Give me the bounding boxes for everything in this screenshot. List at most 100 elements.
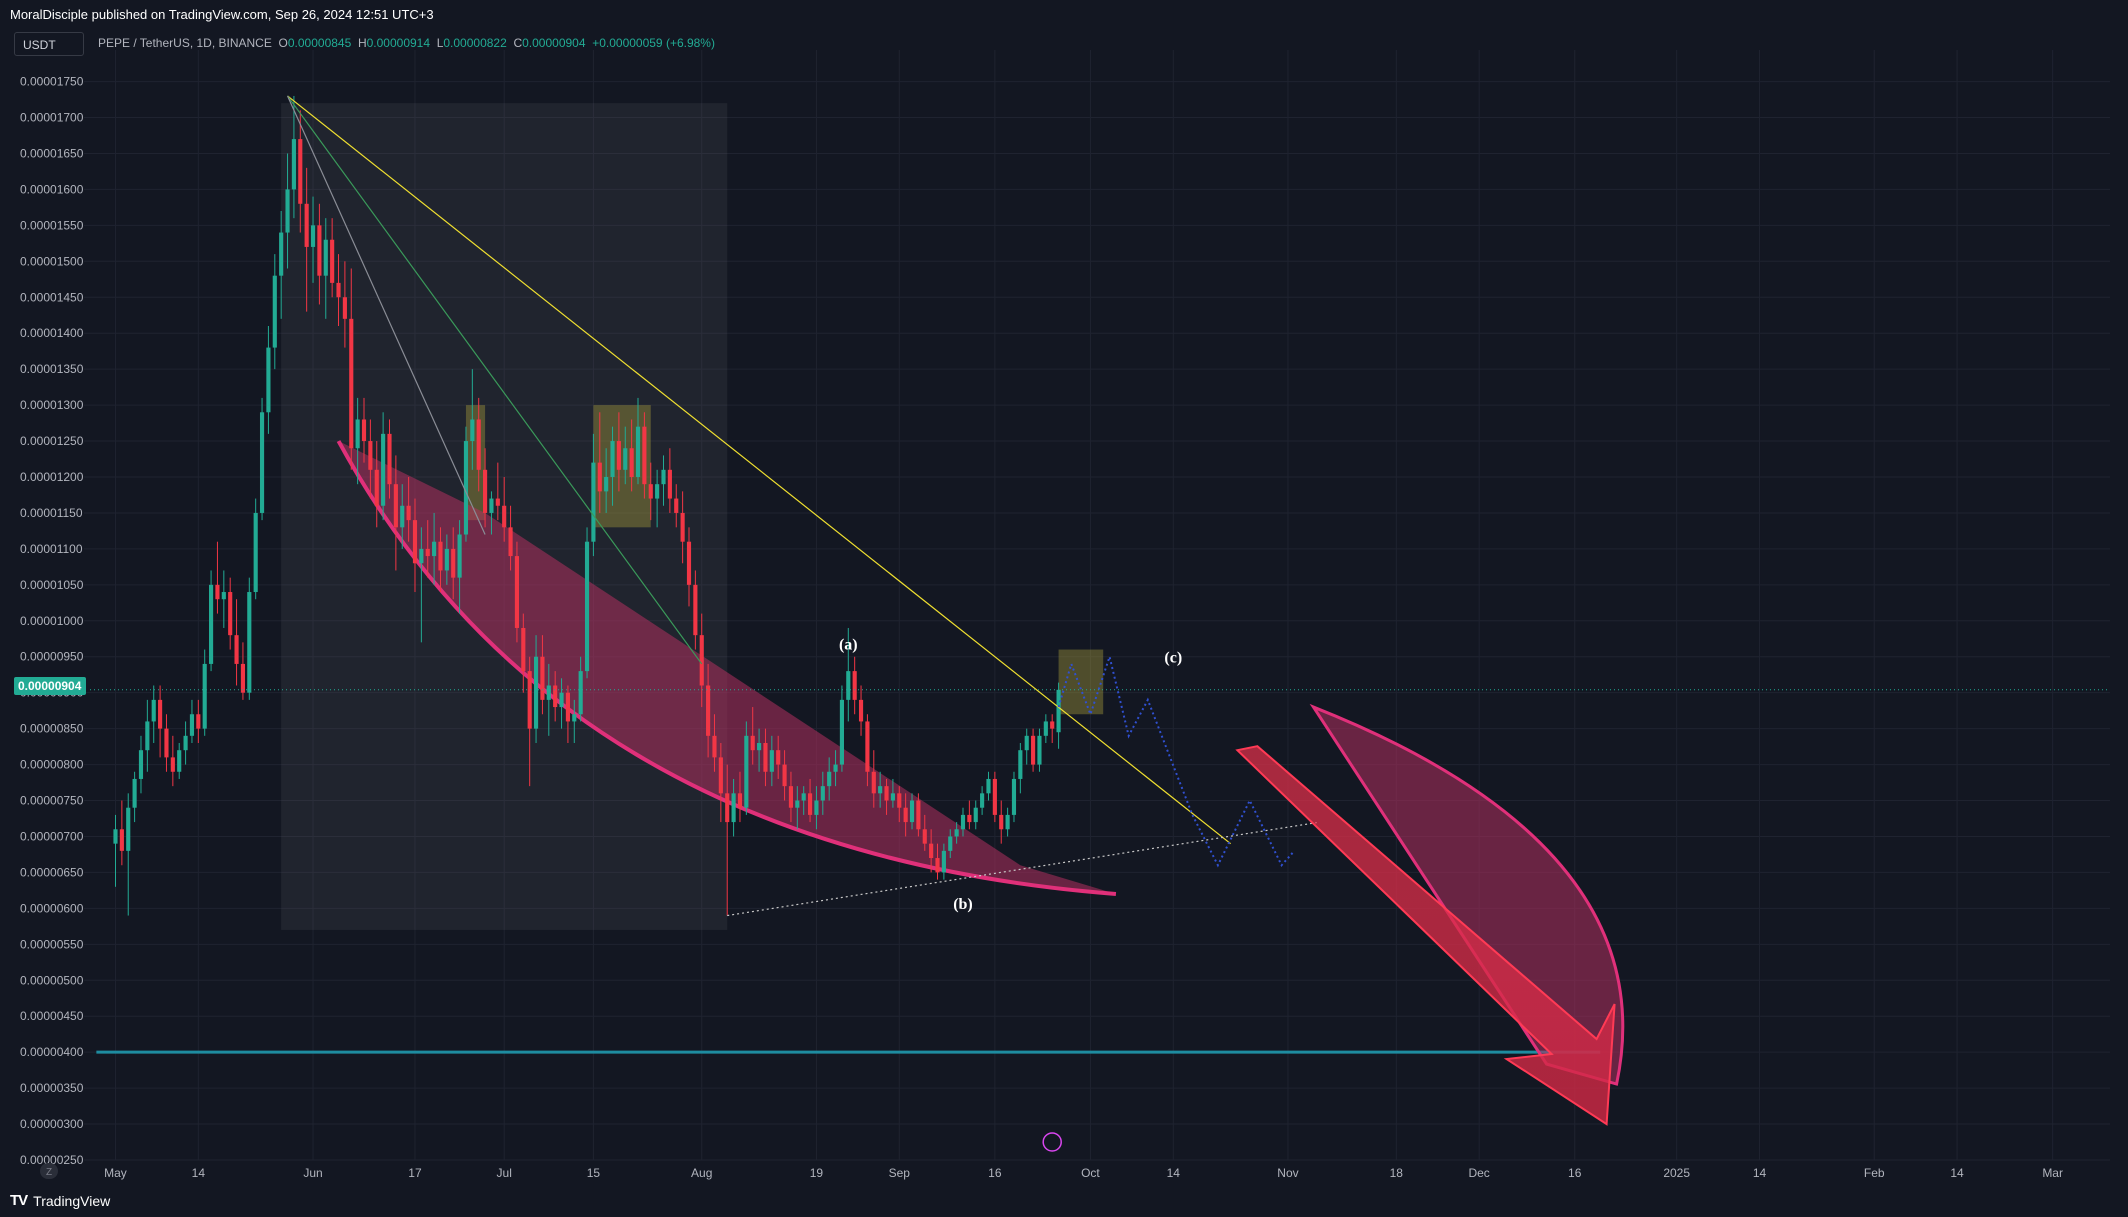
candle-body xyxy=(234,635,239,664)
candle-body xyxy=(757,743,762,751)
candle-body xyxy=(973,807,978,823)
candle-body xyxy=(1011,778,1017,815)
candle-body xyxy=(361,419,367,442)
time-tick-label: 14 xyxy=(1950,1166,1964,1180)
candle-body xyxy=(980,793,985,808)
high-label: H xyxy=(357,36,367,50)
candle-body xyxy=(272,275,277,348)
candle-body xyxy=(865,721,870,772)
candle-body xyxy=(635,426,641,477)
candle-body xyxy=(948,836,953,851)
straight-down-arrow xyxy=(1235,745,1616,1126)
candle-body xyxy=(432,541,437,557)
candle-body xyxy=(553,685,558,708)
candle-body xyxy=(1031,735,1036,765)
candle-body xyxy=(935,858,940,873)
candle-body xyxy=(463,441,469,535)
time-tick-label: 14 xyxy=(1167,1166,1181,1180)
price-tick-label: 0.00001650 xyxy=(20,146,84,160)
candle-body xyxy=(629,448,634,477)
candle-body xyxy=(393,484,398,528)
candle-body xyxy=(878,786,883,794)
price-tick-label: 0.00000250 xyxy=(20,1153,84,1167)
candle-body xyxy=(457,534,462,578)
candle-body xyxy=(119,829,124,851)
low-value: 0.00000822 xyxy=(443,36,507,50)
price-tick-label: 0.00001550 xyxy=(20,218,84,232)
candle-body xyxy=(228,592,233,636)
change-value: +0.00000059 (+6.98%) xyxy=(592,36,715,50)
time-tick-label: 15 xyxy=(587,1166,601,1180)
candle-body xyxy=(215,584,220,600)
candle-body xyxy=(1056,689,1061,733)
tradingview-logo[interactable]: TV TradingView xyxy=(10,1192,110,1209)
candle-body xyxy=(342,297,347,319)
candle-body xyxy=(992,778,997,815)
candle-body xyxy=(202,663,207,729)
price-tick-label: 0.00000350 xyxy=(20,1081,84,1095)
price-tick-label: 0.00001350 xyxy=(20,362,84,376)
candle-body xyxy=(890,793,895,801)
candle-body xyxy=(788,786,794,808)
candle-body xyxy=(655,484,660,499)
candle-body xyxy=(336,282,341,298)
candle-body xyxy=(546,685,551,700)
lightning-icon xyxy=(1042,1132,1062,1152)
time-tick-label: 16 xyxy=(988,1166,1002,1180)
time-tick-label: Jun xyxy=(303,1166,322,1180)
open-value: 0.00000845 xyxy=(287,36,352,50)
symbol-title: PEPE / TetherUS, 1D, BINANCE xyxy=(98,36,272,50)
candle-body xyxy=(686,541,692,585)
candle-body xyxy=(406,505,411,521)
falling-wedge-fill xyxy=(338,441,1116,894)
price-tick-label: 0.00001050 xyxy=(20,578,84,592)
candle-body xyxy=(387,433,392,485)
candle-body xyxy=(820,786,825,801)
candle-body xyxy=(349,318,354,449)
candle-body xyxy=(527,671,532,729)
projection-path xyxy=(1057,653,1296,868)
candle-body xyxy=(266,347,271,413)
price-axis: 0.00001750 0.00001700 0.00001650 0.00001600… xyxy=(20,75,84,1167)
candle-body xyxy=(451,548,456,578)
candle-body xyxy=(1024,735,1029,751)
candle-body xyxy=(591,462,596,542)
candle-body xyxy=(744,735,749,808)
trendline-green xyxy=(287,95,703,665)
candle-body xyxy=(247,592,252,693)
zone-olive xyxy=(593,405,651,528)
candle-body xyxy=(132,778,137,808)
time-tick-label: Nov xyxy=(1277,1166,1298,1180)
wave-label: (a) xyxy=(839,637,858,654)
candle-body xyxy=(317,225,322,276)
candle-body xyxy=(412,520,418,564)
price-tick-label: 0.00000400 xyxy=(20,1045,84,1059)
time-tick-label: Aug xyxy=(691,1166,712,1180)
candle-body xyxy=(521,627,526,672)
candle-body xyxy=(922,829,927,844)
candle-body xyxy=(960,814,966,830)
candle-body xyxy=(259,412,265,513)
candle-body xyxy=(769,750,774,772)
time-tick-label: 16 xyxy=(1568,1166,1582,1180)
wedge-curve-line xyxy=(336,440,1117,896)
price-tick-label: 0.00000750 xyxy=(20,794,84,808)
candle-body xyxy=(858,699,864,722)
candle-body xyxy=(941,850,946,873)
candle-body xyxy=(374,469,379,506)
time-tick-label: Mar xyxy=(2042,1166,2063,1180)
price-tick-label: 0.00000650 xyxy=(20,865,84,879)
footer-bar xyxy=(0,1190,2128,1217)
candle-body xyxy=(113,829,118,844)
candle-body xyxy=(1005,814,1010,830)
candle-body xyxy=(400,505,405,528)
candle-body xyxy=(240,663,246,693)
price-tick-label: 0.00000800 xyxy=(20,758,84,772)
zone-olive xyxy=(465,405,486,521)
candle-body xyxy=(725,793,730,823)
currency-button[interactable]: USDT xyxy=(14,32,84,56)
candle-body xyxy=(782,764,787,787)
candle-body xyxy=(177,750,182,772)
time-tick-label: Dec xyxy=(1468,1166,1489,1180)
